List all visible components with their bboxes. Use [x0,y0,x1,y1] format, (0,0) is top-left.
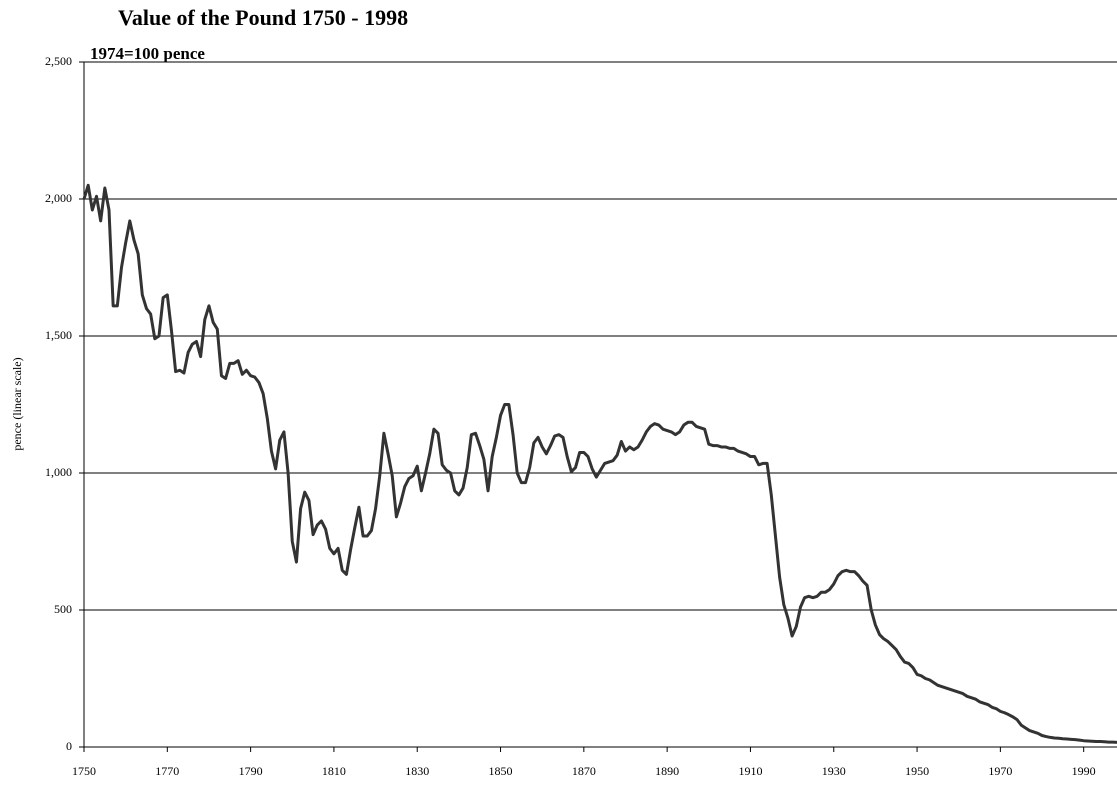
line [82,183,1117,744]
x-tick-label: 1870 [572,764,596,778]
chart-title: Value of the Pound 1750 - 1998 [118,5,408,30]
x-tick-label: 1750 [72,764,96,778]
x-tick-label: 1890 [655,764,679,778]
x-tick-label: 1970 [988,764,1012,778]
x-tick-label: 1830 [405,764,429,778]
y-tick-label: 1,500 [45,328,72,342]
x-tick-label: 1990 [1072,764,1096,778]
chart-subtitle: 1974=100 pence [90,44,205,63]
x-tick-label: 1850 [489,764,513,778]
y-axis-label: pence (linear scale) [10,357,24,450]
x-tick-label: 1910 [738,764,762,778]
x-tick-label: 1930 [822,764,846,778]
x-tick-label: 1770 [155,764,179,778]
y-tick-label: 0 [66,739,72,753]
y-tick-label: 2,500 [45,54,72,68]
x-tick-label: 1950 [905,764,929,778]
y-tick-label: 1,000 [45,465,72,479]
x-tick-label: 1810 [322,764,346,778]
y-tick-label: 2,000 [45,191,72,205]
y-tick-label: 500 [54,602,72,616]
x-tick-label: 1790 [239,764,263,778]
